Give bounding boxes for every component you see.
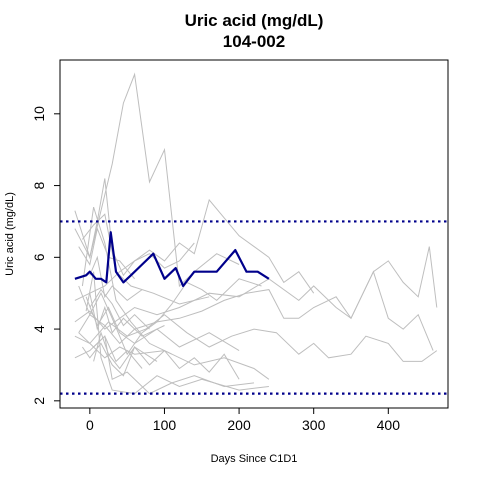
x-tick-label: 400 [377, 417, 401, 433]
y-tick-label: 8 [31, 181, 47, 189]
background-series-line-7 [74, 314, 438, 362]
background-series-line-13 [78, 226, 135, 280]
background-series-line-15 [93, 330, 158, 370]
x-tick-label: 200 [227, 417, 251, 433]
highlight-series-line [74, 231, 270, 288]
background-series-line-1 [74, 72, 240, 288]
background-series-line-10 [85, 271, 269, 395]
background-series-line-2 [74, 198, 315, 301]
highlight-series-group [74, 231, 270, 288]
chart-title: Uric acid (mg/dL) [185, 11, 324, 30]
x-tick-label: 100 [153, 417, 177, 433]
y-tick-label: 10 [31, 106, 47, 122]
y-tick-label: 6 [31, 253, 47, 261]
background-series-line-18 [78, 332, 270, 380]
background-series-line-17 [89, 288, 150, 330]
background-series-line-6 [78, 246, 438, 345]
y-axis-label: Uric acid (mg/dL) [4, 192, 16, 276]
background-series-line-3 [74, 178, 195, 277]
background-series-line-20 [93, 335, 143, 369]
y-axis: 2 4 6 8 10 [31, 106, 61, 405]
background-series-group [74, 72, 438, 395]
y-tick-label: 2 [31, 397, 47, 405]
y-tick-label: 4 [31, 325, 47, 333]
background-series-line-11 [81, 206, 173, 355]
plot-frame [59, 59, 449, 409]
x-tick-label: 0 [86, 417, 94, 433]
background-series-line-14 [89, 293, 165, 337]
reference-lines-group [60, 220, 448, 395]
x-axis-label: Days Since C1D1 [211, 453, 298, 465]
x-axis: 0 100 200 300 400 [86, 407, 401, 433]
x-tick-label: 300 [302, 417, 326, 433]
background-series-line-16 [82, 213, 210, 305]
background-series-line-19 [89, 255, 143, 302]
chart-subtitle: 104-002 [223, 32, 285, 51]
background-series-line-8 [81, 342, 240, 380]
